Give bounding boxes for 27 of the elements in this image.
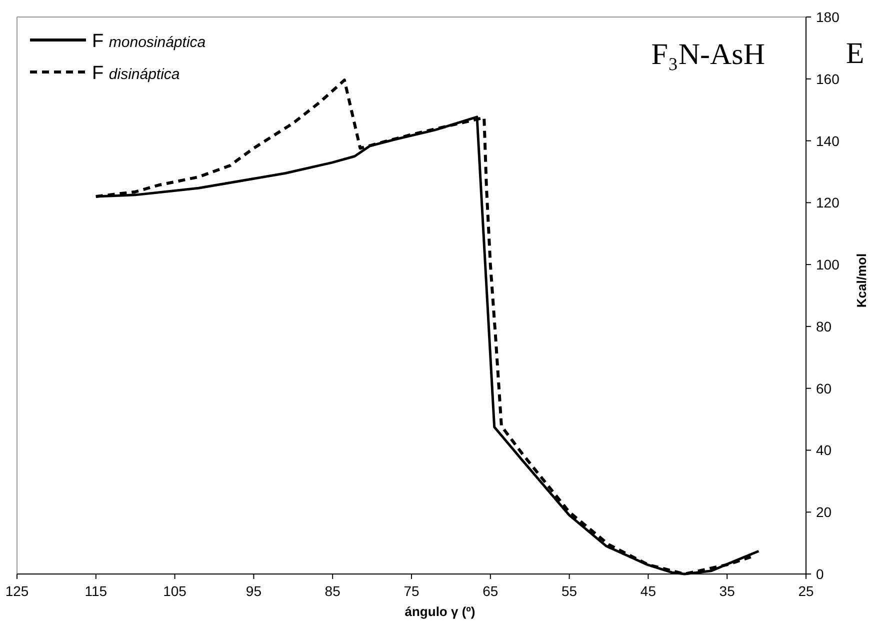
x-tick-label: 35 — [719, 583, 736, 599]
x-tick-label: 55 — [562, 583, 578, 599]
y-tick-label: 0 — [816, 566, 824, 582]
y-tick-label: 20 — [816, 504, 832, 520]
legend-label: F disináptica — [92, 63, 180, 84]
y-tick-label: 40 — [816, 442, 832, 458]
x-axis-title: ángulo γ (º) — [404, 604, 476, 619]
x-tick-label: 25 — [798, 583, 814, 599]
y-axis-title: Kcal/mol — [854, 253, 869, 308]
y-tick-label: 160 — [816, 70, 840, 87]
y-tick-label: 140 — [816, 132, 840, 149]
y-tick-label: 100 — [816, 256, 840, 273]
y-tick-label: 120 — [816, 194, 840, 211]
x-tick-label: 125 — [5, 583, 29, 599]
y-tick-label: 80 — [816, 318, 832, 334]
x-tick-label: 75 — [404, 583, 420, 599]
y-tick-label: 60 — [816, 380, 832, 396]
x-tick-label: 95 — [246, 583, 262, 599]
legend-label: F monosináptica — [92, 31, 206, 52]
x-tick-label: 115 — [84, 583, 108, 599]
x-tick-label: 45 — [640, 583, 656, 599]
text: E — [846, 37, 864, 70]
y-tick-label: 180 — [816, 9, 840, 25]
text: F₃N-AsH — [651, 38, 765, 71]
x-tick-label: 65 — [482, 583, 498, 599]
x-tick-label: 105 — [163, 583, 187, 599]
x-tick-label: 85 — [324, 583, 341, 599]
